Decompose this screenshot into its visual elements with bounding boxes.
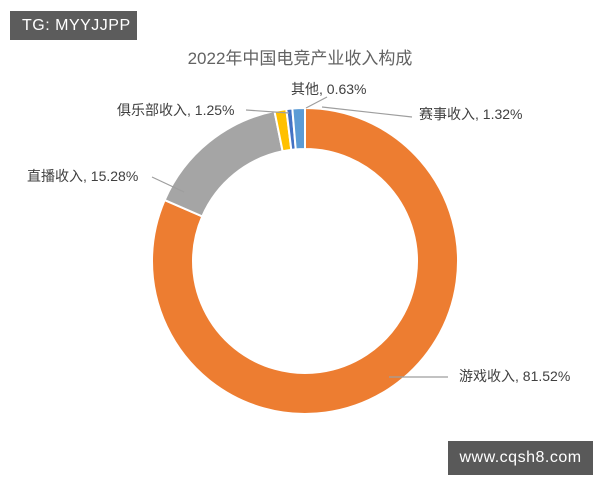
label-game-revenue: 游戏收入, 81.52% bbox=[459, 368, 571, 384]
slice-livestream-revenue bbox=[163, 109, 284, 218]
leader-live bbox=[151, 176, 185, 193]
watermark-bottom-right: www.cqsh8.com bbox=[448, 441, 593, 475]
watermark-top-left: TG: MYYJJPP bbox=[10, 11, 137, 40]
leader-event bbox=[321, 106, 413, 118]
chart-title: 2022年中国电竞产业收入构成 bbox=[187, 49, 413, 68]
label-club-revenue: 俱乐部收入, 1.25% bbox=[117, 102, 235, 118]
label-livestream-revenue: 直播收入, 15.28% bbox=[27, 168, 139, 184]
leader-club bbox=[245, 109, 290, 114]
slice-game-revenue bbox=[151, 106, 459, 415]
label-other: 其他, 0.63% bbox=[291, 81, 367, 97]
label-event-revenue: 赛事收入, 1.32% bbox=[419, 106, 523, 122]
leader-other bbox=[305, 96, 328, 109]
slice-event-revenue bbox=[291, 106, 306, 151]
